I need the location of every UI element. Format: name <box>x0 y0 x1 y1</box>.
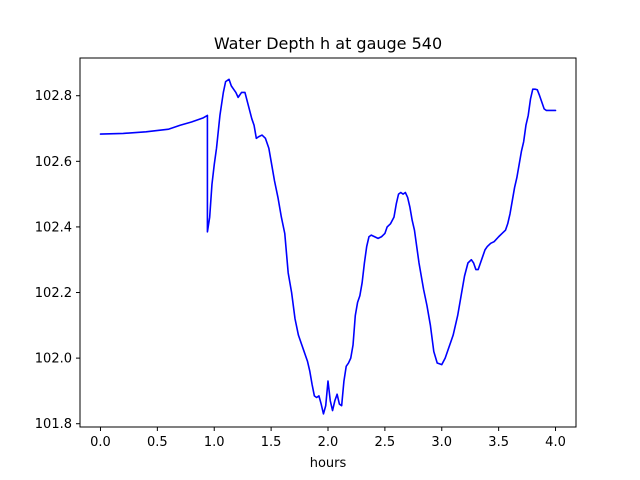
x-tick-label: 4.0 <box>545 435 566 450</box>
x-tick-label: 0.0 <box>90 435 111 450</box>
y-tick-label: 102.2 <box>35 286 72 301</box>
chart-title: Water Depth h at gauge 540 <box>214 34 442 53</box>
y-tick-label: 102.0 <box>35 352 72 367</box>
y-tick-label: 102.4 <box>35 220 72 235</box>
x-tick-label: 2.0 <box>318 435 339 450</box>
y-tick-label: 101.8 <box>35 417 72 432</box>
series-line-1 <box>99 78 557 415</box>
axis-ticks: 0.0 0.5 1.0 1.5 2.0 2.5 3.0 3.5 4.0 101.8 102.0 102… <box>35 89 566 450</box>
x-tick-label: 0.5 <box>147 435 168 450</box>
y-tick-label: 102.8 <box>35 89 72 104</box>
x-tick-label: 1.5 <box>261 435 282 450</box>
y-tick-label: 102.6 <box>35 155 72 170</box>
x-axis-label: hours <box>310 456 347 471</box>
x-tick-label: 2.5 <box>375 435 396 450</box>
plot-area <box>99 78 557 415</box>
x-tick-label: 3.0 <box>431 435 452 450</box>
x-tick-label: 1.0 <box>204 435 225 450</box>
x-tick-label: 3.5 <box>488 435 509 450</box>
plot-frame <box>79 57 577 428</box>
